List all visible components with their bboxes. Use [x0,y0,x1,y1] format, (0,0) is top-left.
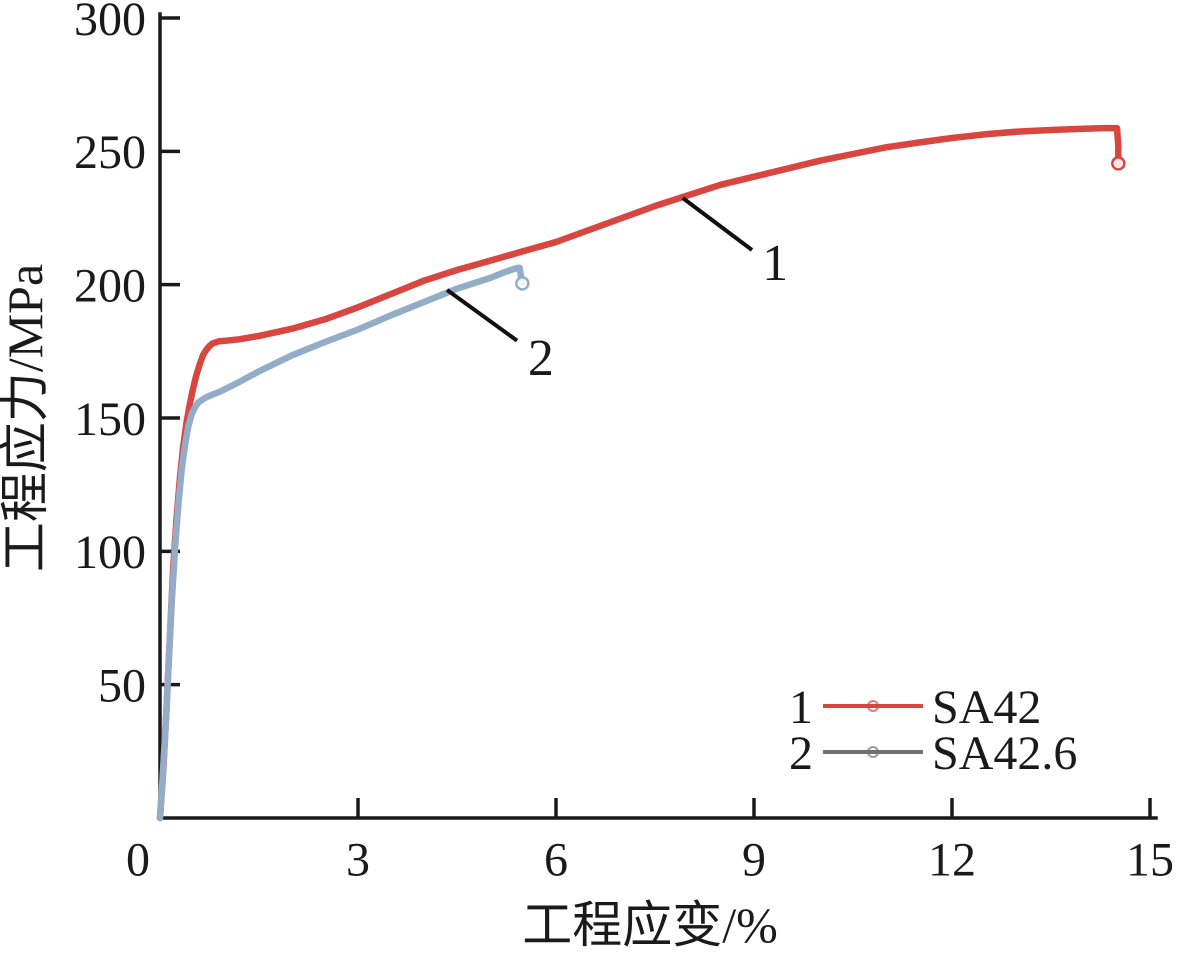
fracture-point-marker-sa42-6 [515,276,530,291]
y-tick-label: 100 [74,526,146,579]
x-tick-label: 3 [346,834,370,887]
fracture-point-marker-sa42 [1111,156,1126,171]
legend-marker-icon [867,700,879,712]
y-tick-label: 50 [98,659,146,712]
y-tick-label: 200 [74,259,146,312]
annotation-leader-1 [681,196,754,252]
x-axis-title: 工程应变/% [522,897,778,953]
legend-marker-icon [867,746,879,758]
legend-item-number: 1 [789,681,813,734]
legend-item-label: SA42 [932,681,1041,734]
x-tick-label: 0 [126,834,150,887]
x-tick-label: 6 [544,834,568,887]
x-tick-label: 12 [928,834,976,887]
legend-item-number: 2 [789,727,813,780]
annotation-label-2: 2 [528,330,554,387]
curve-sa42-6 [156,264,526,822]
y-tick-label: 150 [74,393,146,446]
y-tick-label: 250 [74,126,146,179]
y-axis-title: 工程应力/MPa [0,264,53,572]
legend-item-label: SA42.6 [932,727,1077,780]
x-tick-label: 9 [742,834,766,887]
annotation-label-1: 1 [762,235,788,292]
annotation-leader-2 [445,288,519,343]
x-tick-label: 15 [1126,834,1174,887]
y-tick-label: 300 [74,0,146,46]
